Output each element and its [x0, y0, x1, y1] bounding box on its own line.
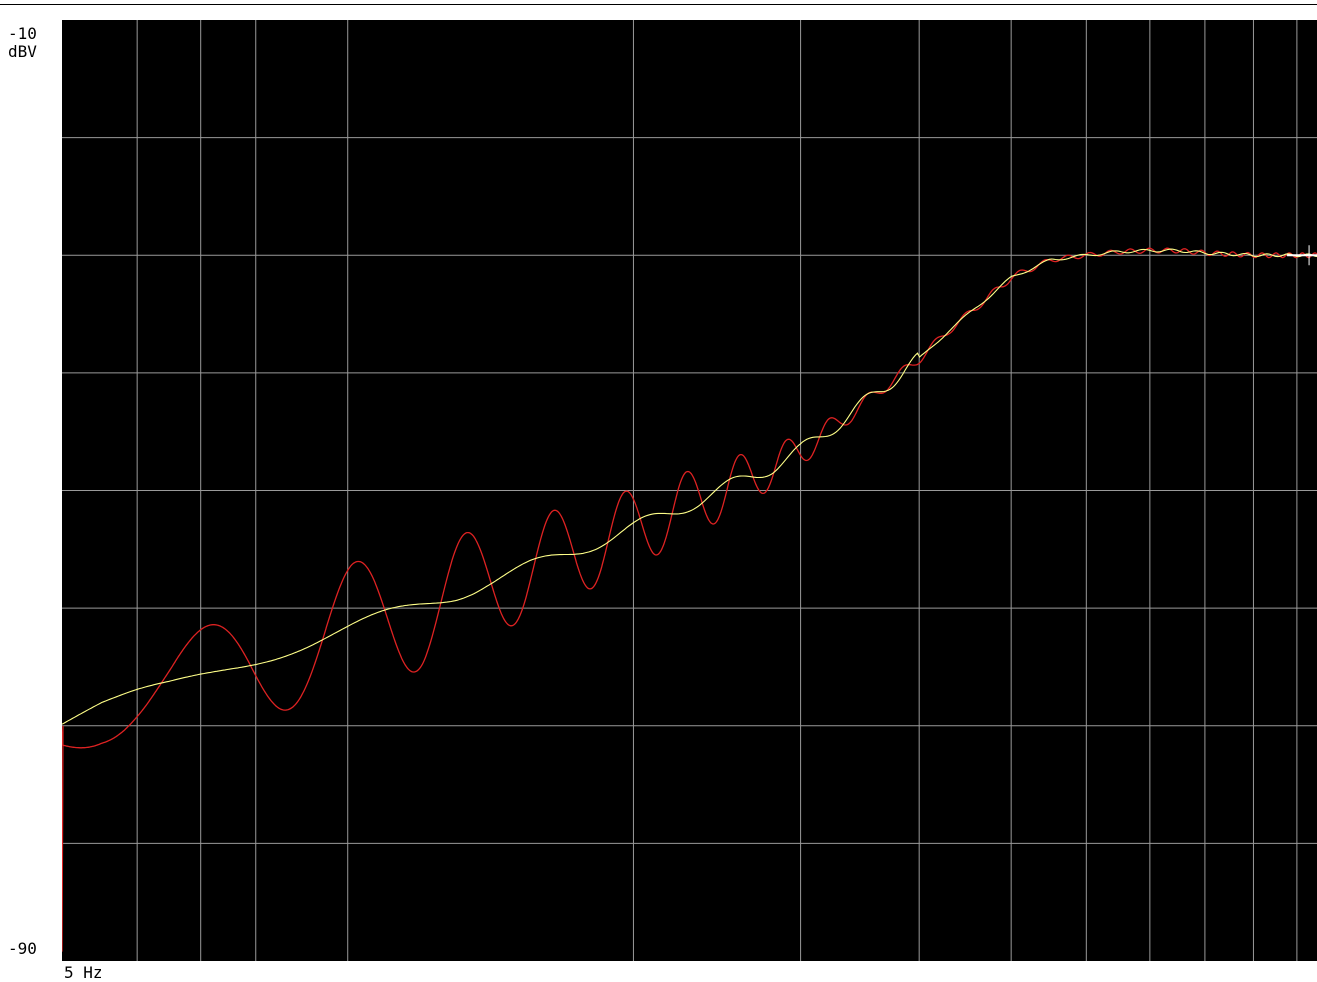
x-axis-start-label: 5 Hz [64, 963, 103, 982]
top-border-line [0, 4, 1317, 5]
measured-series-line [62, 247, 1317, 952]
y-axis-min-label: -90 [8, 939, 37, 958]
y-axis-unit-label: dBV [8, 42, 37, 61]
frequency-response-chart [62, 20, 1317, 961]
plot-area [62, 20, 1317, 961]
smoothed-series-line [62, 248, 1317, 725]
y-axis-max-label: -10 [8, 24, 37, 43]
